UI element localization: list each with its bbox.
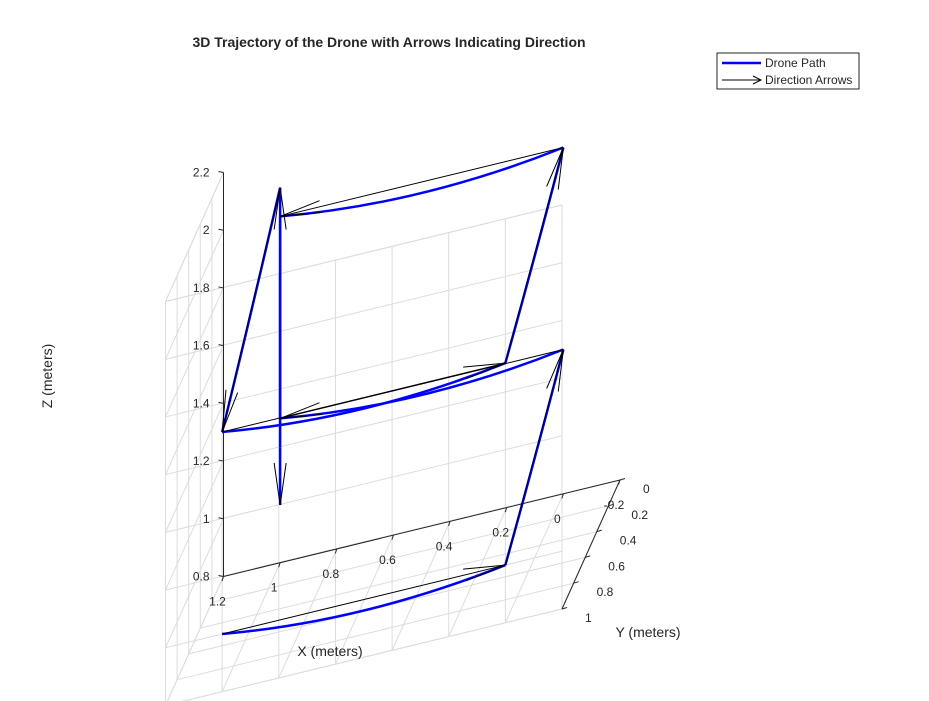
direction-arrowhead-descent	[273, 462, 287, 506]
x-tick-label: 1.2	[209, 595, 226, 609]
drone-path-segment	[222, 361, 506, 434]
gridline-z-backwall	[165, 493, 563, 591]
direction-arrowhead	[279, 402, 323, 419]
direction-arrow-shaft	[280, 349, 564, 419]
direction-arrow-shaft	[222, 564, 506, 635]
x-tick-mark	[448, 521, 451, 527]
z-tick-label: 2.2	[193, 166, 210, 180]
y-tick-label: 0.8	[597, 585, 614, 599]
direction-arrow-shaft	[504, 349, 564, 566]
direction-arrow-shaft	[280, 147, 564, 217]
z-tick-mark	[218, 286, 224, 289]
z-tick-mark	[218, 517, 224, 520]
z-tick-label: 0.8	[193, 570, 210, 584]
z-tick-mark	[218, 228, 224, 231]
direction-arrowhead	[279, 200, 323, 217]
y-tick-label: 0	[643, 482, 650, 496]
y-axis-label: Y (meters)	[615, 624, 680, 640]
y-tick-label: 0.2	[631, 508, 648, 522]
y-tick-mark	[561, 607, 568, 610]
x-tick-label: 0	[554, 512, 561, 526]
z-tick-mark	[218, 575, 224, 577]
grid-layer	[165, 172, 621, 701]
gridline-y-floor	[181, 608, 563, 701]
z-tick-label: 2	[203, 223, 210, 237]
x-tick-label: -0.2	[604, 498, 625, 512]
chart-title: 3D Trajectory of the Drone with Arrows I…	[192, 34, 585, 50]
z-tick-mark	[218, 171, 224, 173]
gridline-z-backwall	[165, 435, 563, 533]
drone-path-segment	[222, 563, 506, 636]
x-tick-mark	[391, 534, 394, 540]
x-tick-mark	[618, 479, 621, 485]
wall-edge	[165, 204, 563, 302]
z-tick-mark	[218, 401, 224, 404]
wall-edge	[165, 172, 224, 302]
y-axis-line	[561, 479, 621, 610]
z-tick-mark	[218, 344, 224, 347]
direction-arrow-shaft	[504, 147, 564, 364]
direction-arrowhead-climb	[273, 187, 287, 230]
gridline-z-backwall	[165, 262, 563, 360]
gridline-y-floor	[176, 582, 574, 681]
z-tick-label: 1	[203, 512, 210, 526]
legend-box	[716, 52, 860, 90]
x-tick-mark	[221, 576, 224, 582]
legend-swatch-arrowhead	[752, 75, 763, 85]
x-tick-mark	[278, 562, 281, 568]
z-tick-label: 1.6	[193, 339, 210, 353]
gridline-z-backwall	[165, 377, 563, 476]
z-tick-label: 1.8	[193, 281, 210, 295]
z-tick-label: 1.2	[193, 454, 210, 468]
x-tick-mark	[504, 507, 508, 513]
y-tick-mark	[596, 529, 602, 533]
y-tick-mark	[608, 503, 614, 507]
legend-entry-arrows: Direction Arrows	[765, 73, 852, 87]
data-layer	[220, 146, 565, 636]
gridline-z-backwall	[165, 319, 563, 418]
legend[interactable]: Drone Path Direction Arrows	[716, 52, 860, 90]
legend-entry-path: Drone Path	[765, 56, 826, 70]
y-tick-mark	[585, 555, 591, 558]
z-tick-label: 1.4	[193, 396, 210, 410]
gridline-y-floor	[200, 531, 597, 629]
direction-arrow-shaft	[222, 362, 506, 433]
x-tick-label: 0.2	[492, 526, 509, 540]
y-tick-label: 1	[585, 611, 592, 625]
z-tick-mark	[218, 459, 224, 462]
axes-layer: 1.2 1 0.8 0.6 0.4 0.2 0 -0.2 0 0.2 0.4 0.6 0.8 1 0.8 1 1…	[193, 166, 650, 626]
x-tick-label: 0.8	[322, 567, 339, 581]
x-axis-label: X (meters)	[297, 643, 362, 659]
gridline-y-floor	[211, 505, 609, 603]
z-axis-label: Z (meters)	[39, 344, 55, 409]
y-tick-label: 0.4	[620, 534, 637, 548]
gridline-z-backwall	[181, 608, 563, 701]
x-tick-mark	[561, 493, 564, 499]
x-tick-label: 0.4	[436, 539, 453, 553]
x-tick-mark	[334, 548, 338, 554]
x-axis-line	[223, 479, 621, 577]
x-tick-label: 0.6	[379, 553, 396, 567]
y-tick-label: 0.6	[608, 559, 625, 573]
x-tick-label: 1	[271, 581, 278, 595]
direction-arrow-shaft	[221, 187, 281, 433]
y-tick-mark	[573, 581, 579, 584]
y-tick-mark	[619, 478, 626, 481]
